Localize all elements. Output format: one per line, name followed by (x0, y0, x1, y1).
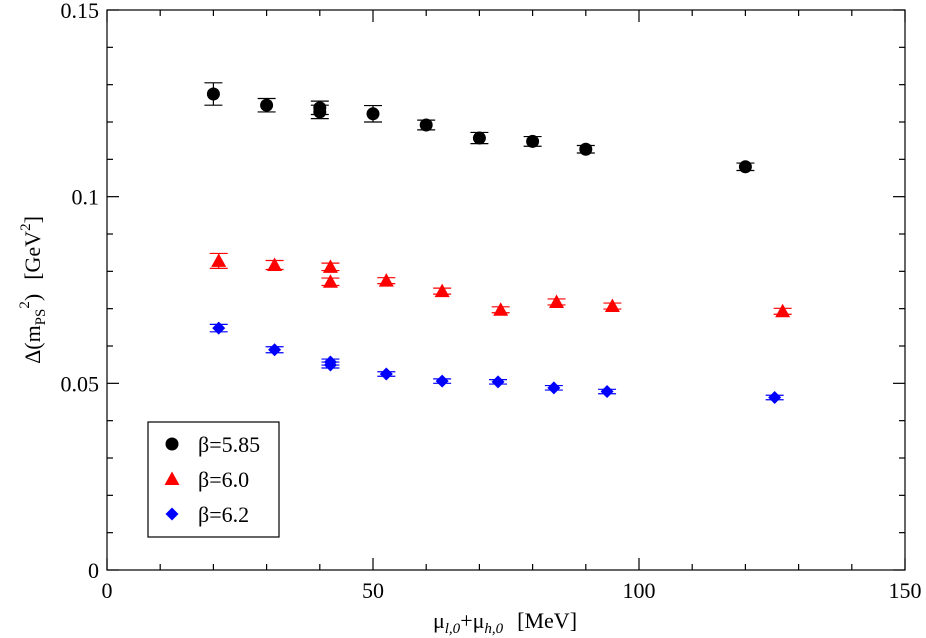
point-series-0 (526, 134, 540, 148)
y-axis-unit-open: [GeV (20, 231, 45, 280)
point-series-0 (206, 87, 220, 101)
point-series-2 (491, 375, 505, 389)
y-axis-unit-close: ] (20, 216, 45, 223)
point-series-1 (267, 257, 283, 271)
plot-frame (106, 9, 906, 571)
x-tick-label: 100 (623, 578, 656, 603)
x-axis-mu2: μ (473, 608, 485, 633)
y-axis-unit-sup: 2 (18, 223, 34, 231)
point-series-2 (435, 374, 449, 388)
point-series-2 (212, 321, 226, 335)
point-series-0 (313, 105, 327, 119)
legend-marker-series-2 (165, 507, 179, 521)
y-tick-label: 0.1 (72, 185, 100, 210)
point-series-0 (472, 131, 486, 145)
point-series-2 (379, 367, 393, 381)
point-series-0 (260, 98, 274, 112)
point-series-2 (600, 385, 614, 399)
error-bars (204, 82, 792, 401)
legend: β=5.85 β=6.0 β=6.2 (147, 421, 280, 538)
axis-tick-labels: 0 50 100 150 0 0.05 0.1 0.15 (61, 0, 922, 603)
point-series-1 (211, 253, 227, 267)
axis-ticks (106, 9, 906, 571)
y-tick-label: 0.05 (61, 371, 100, 396)
y-axis-sub: PS (33, 309, 49, 326)
legend-marker-series-0 (165, 437, 179, 451)
x-tick-label: 0 (102, 578, 113, 603)
point-series-1 (322, 274, 338, 288)
x-axis-title: μl,0+μh,0 [MeV] (433, 608, 577, 637)
point-series-0 (738, 160, 752, 174)
legend-markers (164, 437, 180, 521)
legend-label-beta-6-0: β=6.0 (198, 467, 249, 492)
data-markers (206, 87, 791, 405)
point-series-0 (579, 142, 593, 156)
y-axis-suffix: ) (20, 294, 45, 301)
y-tick-label: 0 (88, 558, 99, 583)
y-axis-sup: 2 (17, 301, 33, 309)
x-axis-plus: + (460, 608, 472, 633)
point-series-1 (322, 259, 338, 273)
y-tick-label: 0.15 (61, 0, 100, 23)
point-series-1 (549, 294, 565, 308)
x-axis-sub1: l,0 (445, 621, 461, 637)
point-series-2 (323, 358, 337, 372)
point-series-2 (547, 381, 561, 395)
point-series-0 (419, 118, 433, 132)
x-tick-label: 150 (889, 578, 922, 603)
y-axis-prefix: Δ(m (20, 325, 45, 364)
x-axis-unit: [MeV] (517, 608, 577, 633)
x-tick-label: 50 (362, 578, 384, 603)
point-series-2 (268, 343, 282, 357)
x-axis-sub2: h,0 (484, 621, 503, 637)
legend-marker-series-1 (164, 471, 180, 485)
point-series-1 (493, 302, 509, 316)
legend-label-beta-5-85: β=5.85 (198, 432, 260, 457)
x-axis-mu1: μ (433, 608, 445, 633)
y-axis-title: Δ(mPS2)[GeV2] (17, 216, 49, 364)
point-series-2 (768, 391, 782, 405)
point-series-1 (434, 283, 450, 298)
point-series-1 (604, 298, 620, 313)
point-series-1 (378, 273, 394, 287)
legend-label-beta-6-2: β=6.2 (198, 502, 249, 527)
point-series-1 (775, 303, 791, 318)
point-series-0 (366, 107, 380, 121)
